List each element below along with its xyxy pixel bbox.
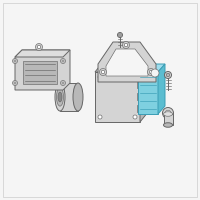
Polygon shape <box>138 64 165 72</box>
Ellipse shape <box>58 92 62 102</box>
Ellipse shape <box>164 123 172 127</box>
Bar <box>60 83 78 111</box>
Ellipse shape <box>57 88 64 106</box>
Ellipse shape <box>142 106 146 110</box>
Ellipse shape <box>164 112 172 116</box>
Ellipse shape <box>14 82 16 84</box>
Polygon shape <box>98 42 156 82</box>
Polygon shape <box>140 62 148 122</box>
Ellipse shape <box>100 68 106 75</box>
Ellipse shape <box>12 80 18 86</box>
Ellipse shape <box>12 58 18 64</box>
Ellipse shape <box>98 75 102 79</box>
Ellipse shape <box>133 75 137 79</box>
Polygon shape <box>15 50 70 57</box>
Ellipse shape <box>55 83 65 111</box>
Bar <box>23 61 57 84</box>
Ellipse shape <box>60 58 66 64</box>
Polygon shape <box>106 49 148 76</box>
Ellipse shape <box>122 42 130 48</box>
Ellipse shape <box>62 60 64 62</box>
Ellipse shape <box>62 82 64 84</box>
Ellipse shape <box>37 45 41 49</box>
Bar <box>164 114 172 125</box>
Ellipse shape <box>148 68 154 75</box>
Ellipse shape <box>101 70 105 74</box>
Ellipse shape <box>119 34 121 36</box>
Bar <box>137 81 142 88</box>
Ellipse shape <box>118 32 122 38</box>
Ellipse shape <box>133 115 137 119</box>
Ellipse shape <box>166 73 170 77</box>
Polygon shape <box>158 64 165 114</box>
Polygon shape <box>15 50 70 90</box>
Polygon shape <box>95 62 148 72</box>
Ellipse shape <box>151 69 159 77</box>
Ellipse shape <box>162 108 174 118</box>
Ellipse shape <box>14 60 16 62</box>
Ellipse shape <box>73 83 83 111</box>
Ellipse shape <box>36 44 42 50</box>
Ellipse shape <box>149 70 153 74</box>
Polygon shape <box>138 72 158 114</box>
Ellipse shape <box>60 80 66 86</box>
Ellipse shape <box>98 115 102 119</box>
Bar <box>137 93 142 100</box>
Ellipse shape <box>142 94 146 97</box>
Ellipse shape <box>142 82 146 84</box>
Bar <box>137 105 142 112</box>
Ellipse shape <box>164 72 172 78</box>
Ellipse shape <box>165 110 171 116</box>
Ellipse shape <box>124 43 128 47</box>
Polygon shape <box>95 72 140 122</box>
